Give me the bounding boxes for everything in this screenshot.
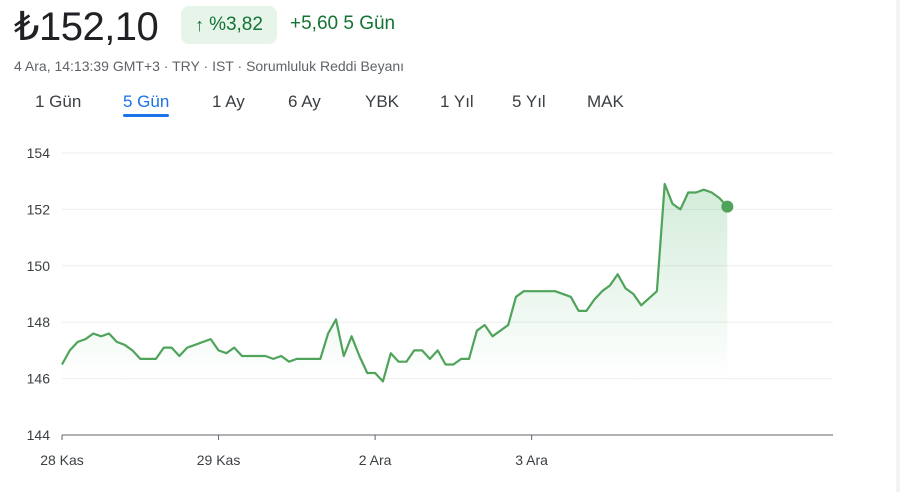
y-tick-label: 146 — [27, 371, 51, 387]
tab-5-days[interactable]: 5 Gün — [123, 92, 170, 117]
y-tick-label: 150 — [27, 258, 51, 274]
tab-max[interactable]: MAK — [587, 92, 624, 111]
change-absolute: +5,60 — [290, 13, 339, 34]
quote-currency: TRY — [160, 58, 200, 74]
quote-exchange: IST — [200, 58, 234, 74]
current-price-dot — [721, 200, 734, 213]
tab-1-year[interactable]: 1 Yıl — [440, 92, 474, 111]
scrollbar[interactable] — [896, 0, 900, 492]
x-tick-label: 28 Kas — [40, 452, 84, 468]
y-tick-label: 148 — [27, 314, 51, 330]
x-tick-label: 3 Ara — [515, 452, 548, 468]
series-area — [62, 184, 728, 382]
quote-timestamp: 4 Ara, 14:13:39 GMT+3 — [14, 58, 160, 74]
x-tick-label: 2 Ara — [359, 452, 392, 468]
tab-1-month[interactable]: 1 Ay — [212, 92, 245, 111]
y-tick-label: 152 — [27, 201, 51, 217]
range-tabs: 1 Gün 5 Gün 1 Ay 6 Ay YBK 1 Yıl 5 Yıl MA… — [0, 92, 900, 120]
change-summary: +5,60 5 Gün — [290, 13, 395, 35]
series-line — [61, 182, 729, 383]
change-period: 5 Gün — [343, 13, 396, 34]
change-percent-badge: ↑ %3,82 — [181, 6, 277, 44]
change-percent: %3,82 — [209, 14, 263, 35]
up-arrow-icon: ↑ — [195, 14, 205, 35]
disclaimer-link[interactable]: Sorumluluk Reddi Beyanı — [234, 58, 404, 74]
x-tick-label: 29 Kas — [197, 452, 241, 468]
current-price: ₺152,10 — [14, 5, 159, 49]
y-tick-label: 144 — [27, 427, 51, 443]
y-tick-label: 154 — [27, 145, 51, 161]
tab-ytd[interactable]: YBK — [365, 92, 400, 111]
quote-meta: 4 Ara, 14:13:39 GMT+3TRYISTSorumluluk Re… — [14, 58, 404, 74]
tab-1-day[interactable]: 1 Gün — [35, 92, 82, 111]
tab-5-years[interactable]: 5 Yıl — [512, 92, 546, 111]
tab-6-months[interactable]: 6 Ay — [288, 92, 321, 111]
